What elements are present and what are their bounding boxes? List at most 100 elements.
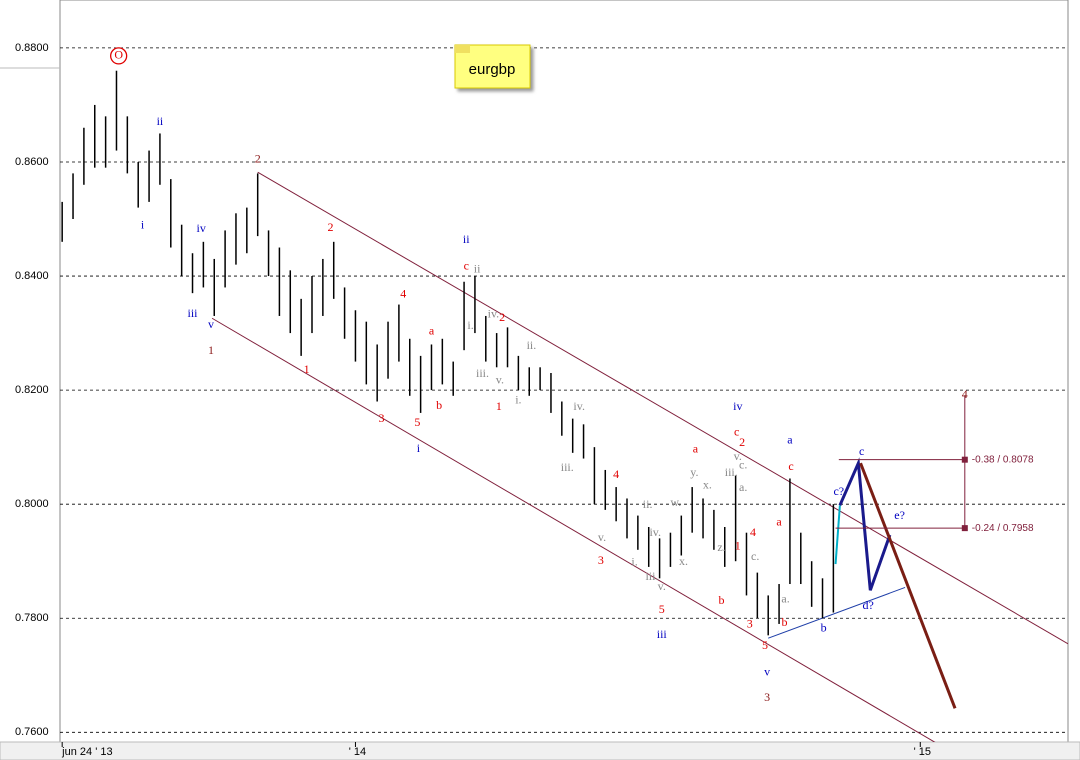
y-tick-label: 0.8800 [15,42,49,54]
wave-label: v. [598,530,606,544]
wave-label: iv [733,399,742,413]
level-label: -0.24 / 0.7958 [972,523,1034,534]
wave-label: v. [496,373,504,387]
wave-label: 2 [739,435,745,449]
wave-label: c? [833,484,844,498]
wave-label: 4 [613,467,619,481]
wave-label: w. [670,495,681,509]
wave-label: e? [894,508,905,522]
wave-label: v [208,317,214,331]
x-tick-label: ' 15 [914,746,931,758]
y-tick-label: 0.8200 [15,384,49,396]
x-axis-strip [0,741,1080,760]
wave-label: c [788,459,793,473]
wave-label: iii. [725,465,738,479]
wave-label: b [782,615,788,629]
wave-label: 3 [747,616,753,630]
wave-label: v [764,665,770,679]
level-marker [961,456,968,463]
y-tick-label: 0.8600 [15,156,49,168]
wave-label: 5 [414,415,420,429]
wave-label: b [821,620,827,634]
wave-label: i. [467,318,473,332]
wave-label: 2 [255,151,261,165]
wave-label: i [141,218,145,232]
wave-label: iv. [649,525,661,539]
wave-label: 4 [962,387,968,401]
wave-label: c. [751,549,759,563]
wave-label: ii [474,262,481,276]
wave-label: ii. [643,497,653,511]
annotation-circle [110,47,128,65]
trend-line [211,317,936,742]
x-tick-label: jun 24 ' 13 [61,746,112,758]
wave-label: a [776,515,782,529]
wave-label: z. [717,540,725,554]
wave-label: iii. [645,569,658,583]
note-title: eurgbp [469,61,516,78]
trend-line [838,457,892,591]
wave-label: O [114,48,123,62]
wave-label: iv [197,221,206,235]
wave-label: 3 [764,690,770,704]
trend-line [834,505,841,565]
wave-label: a [429,324,435,338]
wave-label: c. [739,458,747,472]
wave-label: v. [734,449,742,463]
wave-label: 1 [304,362,310,376]
y-tick-label: 0.7600 [15,726,49,738]
wave-label: c [734,425,739,439]
wave-label: 3 [379,411,385,425]
wave-label: iv. [573,399,585,413]
wave-label: iii. [561,460,574,474]
note-body [454,44,531,89]
y-tick-label: 0.8000 [15,498,49,510]
sticky-note: eurgbp [454,44,531,89]
wave-label: a. [739,480,747,494]
wave-label: v. [658,579,666,593]
wave-label: a [787,433,793,447]
wave-label: b [719,593,725,607]
wave-label: i [417,441,421,455]
wave-label: i. [515,393,521,407]
wave-label: i. [631,555,637,569]
wave-label: 3 [598,553,604,567]
trend-line [768,586,906,639]
wave-label: 5 [762,638,768,652]
plot-frame [59,0,1069,743]
wave-label: c [859,444,864,458]
wave-label: y. [690,465,698,479]
wave-label: d? [862,598,873,612]
level-label: -0.38 / 0.8078 [972,454,1034,465]
wave-label: 2 [499,310,505,324]
wave-label: 1 [496,399,502,413]
level-marker [961,525,968,532]
wave-label: 1 [735,539,741,553]
wave-label: 2 [327,220,333,234]
note-fold [455,45,470,53]
wave-label: iii. [476,366,489,380]
wave-label: 4 [750,525,756,539]
y-tick-label: 0.7800 [15,612,49,624]
x-tick-label: ' 14 [349,746,366,758]
wave-label: b [436,398,442,412]
wave-label: x. [703,478,712,492]
wave-label: ii [157,114,164,128]
wave-label: a. [781,592,789,606]
wave-label: 4 [400,287,406,301]
wave-label: ii [463,232,470,246]
wave-label: iv. [488,307,500,321]
trend-line [257,171,1068,645]
y-tick-label: 0.8400 [15,270,49,282]
axes: 0.8800 0.8600 0.8400 0.8200 0.8000 0.7800 0.76… [15,42,931,758]
wave-label: a [693,442,699,456]
grid [60,47,1068,733]
wave-label: iii [188,306,199,320]
wave-label: iii [657,627,668,641]
wave-label: 5 [659,602,665,616]
wave-label: x. [679,554,688,568]
wave-label: ii. [527,338,537,352]
wave-label: 1 [208,343,214,357]
